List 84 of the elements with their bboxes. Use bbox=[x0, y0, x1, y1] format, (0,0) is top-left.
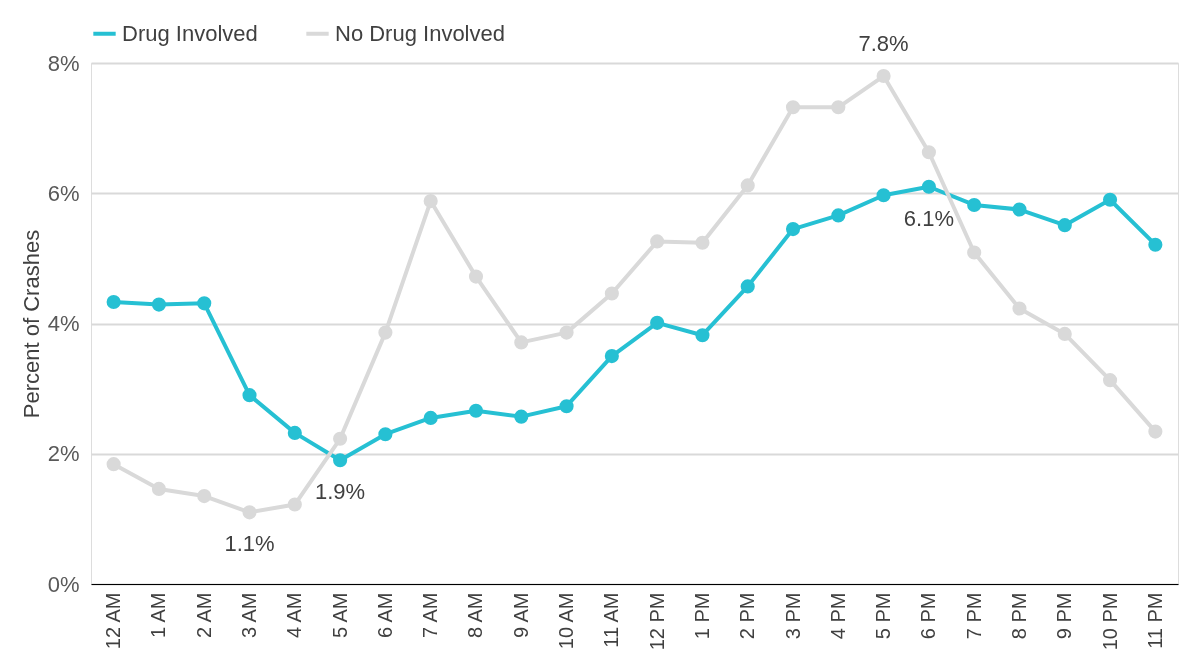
point bbox=[695, 328, 710, 343]
point bbox=[831, 100, 846, 115]
x-tick-label: 4 PM bbox=[826, 592, 849, 640]
x-tick-label: 11 AM bbox=[600, 592, 623, 648]
x-tick-label: 4 AM bbox=[283, 592, 306, 639]
x-tick-label: 5 AM bbox=[328, 592, 351, 639]
point bbox=[1102, 373, 1118, 388]
point bbox=[242, 388, 257, 403]
point bbox=[151, 297, 167, 312]
legend-label: Drug Involved bbox=[122, 20, 258, 46]
x-tick-label: 7 PM bbox=[962, 592, 985, 640]
point bbox=[197, 296, 212, 311]
y-tick-label: 4% bbox=[47, 311, 80, 336]
point bbox=[740, 178, 755, 193]
point bbox=[287, 497, 302, 512]
x-tick-label: 1 AM bbox=[147, 592, 170, 639]
point bbox=[1057, 218, 1072, 233]
point bbox=[106, 294, 121, 310]
annotation: 1.9% bbox=[315, 479, 366, 505]
point bbox=[197, 489, 212, 504]
y-tick-label: 0% bbox=[47, 571, 80, 597]
annotation: 6.1% bbox=[903, 205, 954, 231]
x-tick-label: 11 PM bbox=[1143, 592, 1166, 649]
point bbox=[604, 286, 619, 301]
point bbox=[378, 427, 393, 442]
point bbox=[423, 410, 438, 425]
point bbox=[650, 315, 665, 330]
x-tick-label: 3 AM bbox=[238, 592, 261, 639]
point bbox=[876, 68, 891, 84]
point bbox=[378, 325, 393, 340]
legend-label: No Drug Involved bbox=[335, 20, 505, 46]
point bbox=[695, 235, 710, 250]
point bbox=[1148, 237, 1163, 252]
point bbox=[921, 179, 936, 194]
x-tick-label: 10 PM bbox=[1098, 592, 1121, 651]
x-tick-label: 7 AM bbox=[419, 592, 442, 639]
point bbox=[468, 269, 484, 284]
point bbox=[514, 409, 529, 424]
y-axis-title: Percent of Crashes bbox=[18, 229, 44, 419]
point bbox=[559, 325, 574, 340]
x-tick-label: 6 AM bbox=[373, 592, 396, 639]
point bbox=[876, 188, 891, 203]
x-tick-label: 12 AM bbox=[102, 592, 125, 650]
point bbox=[559, 399, 574, 414]
x-tick-label: 9 PM bbox=[1053, 592, 1076, 640]
x-tick-label: 9 AM bbox=[509, 592, 532, 639]
x-tick-label: 2 PM bbox=[736, 592, 759, 640]
y-tick-label: 8% bbox=[47, 50, 80, 76]
point bbox=[604, 349, 619, 364]
point bbox=[785, 100, 801, 115]
point bbox=[921, 145, 936, 160]
point bbox=[1102, 192, 1118, 207]
point bbox=[1012, 202, 1027, 217]
x-tick-label: 5 PM bbox=[872, 592, 895, 640]
y-tick-label: 2% bbox=[47, 441, 80, 467]
x-tick-label: 2 AM bbox=[192, 592, 215, 639]
x-tick-label: 8 PM bbox=[1007, 592, 1030, 640]
point bbox=[1012, 301, 1027, 316]
point bbox=[151, 481, 167, 496]
point bbox=[1148, 424, 1163, 439]
point bbox=[333, 453, 348, 468]
point bbox=[333, 431, 348, 446]
x-tick-label: 8 AM bbox=[464, 592, 487, 639]
point bbox=[242, 505, 257, 520]
point bbox=[468, 403, 484, 418]
point bbox=[514, 335, 529, 350]
point bbox=[287, 425, 302, 440]
point bbox=[831, 208, 846, 223]
point bbox=[1057, 326, 1072, 341]
point bbox=[740, 279, 755, 294]
x-tick-label: 6 PM bbox=[917, 592, 940, 640]
point bbox=[650, 234, 665, 249]
x-tick-label: 12 PM bbox=[645, 592, 668, 651]
annotation: 7.8% bbox=[858, 31, 909, 57]
point bbox=[967, 197, 982, 213]
x-tick-label: 10 AM bbox=[555, 592, 578, 650]
point bbox=[967, 245, 982, 260]
x-tick-label: 3 PM bbox=[781, 592, 804, 640]
annotation: 1.1% bbox=[224, 531, 275, 557]
x-tick-label: 1 PM bbox=[690, 592, 713, 640]
point bbox=[106, 457, 121, 472]
point bbox=[785, 222, 801, 237]
y-tick-label: 6% bbox=[47, 180, 80, 206]
point bbox=[423, 194, 438, 209]
